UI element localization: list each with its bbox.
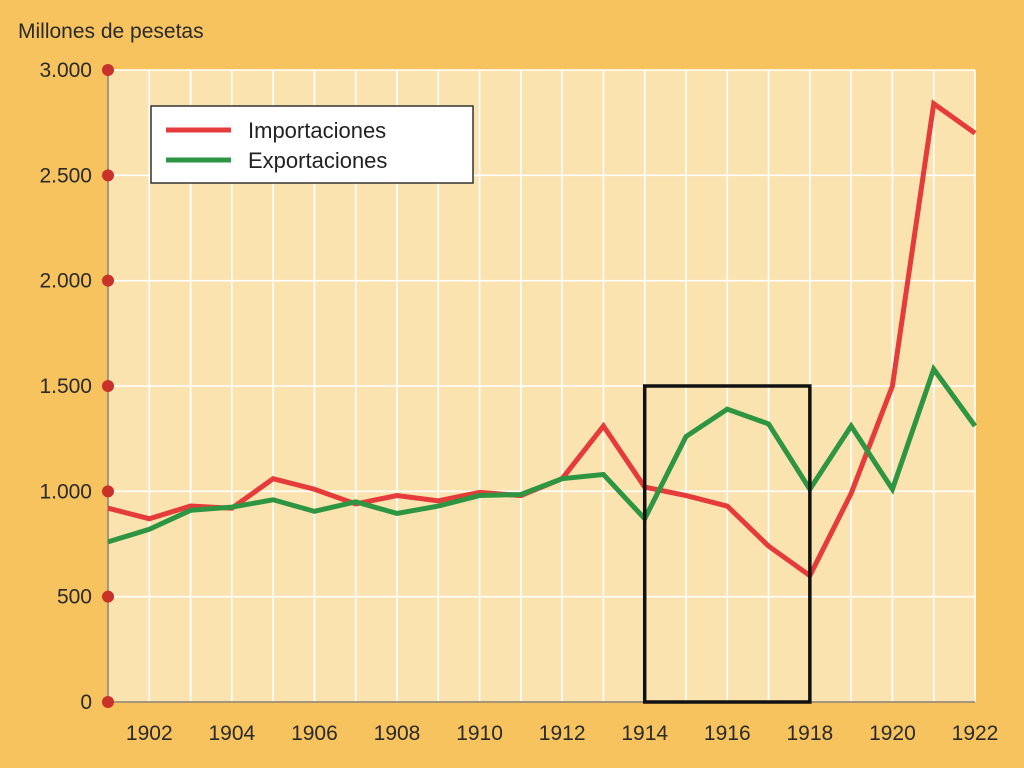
x-tick-label: 1904 bbox=[208, 722, 255, 745]
y-tick-marker bbox=[102, 274, 114, 287]
y-axis: 0 500 1.000 1.500 2.000 2.500 3.000 bbox=[39, 59, 114, 714]
series-line-exportaciones bbox=[107, 363, 978, 545]
x-axis: 1902 1904 1906 1908 1910 1912 1914 1916 1918 1920… bbox=[126, 722, 998, 745]
y-tick-marker bbox=[102, 590, 114, 603]
y-tick-label: 3.000 bbox=[39, 59, 92, 82]
highlight-box bbox=[642, 384, 812, 704]
x-tick-label: 1918 bbox=[786, 722, 833, 745]
legend-label-importaciones: Importaciones bbox=[248, 118, 386, 143]
x-tick-label: 1902 bbox=[126, 722, 173, 745]
annotation-layer bbox=[642, 384, 812, 704]
y-tick-label: 1.500 bbox=[39, 375, 92, 398]
y-tick-label: 2.000 bbox=[39, 270, 92, 293]
x-tick-label: 1910 bbox=[456, 722, 503, 745]
y-axis-title: Millones de pesetas bbox=[18, 20, 204, 43]
x-tick-label: 1916 bbox=[704, 722, 751, 745]
legend: Importaciones Exportaciones bbox=[150, 105, 474, 184]
y-tick-marker bbox=[102, 169, 114, 182]
y-tick-marker bbox=[102, 696, 114, 708]
y-tick-label: 1.000 bbox=[39, 480, 92, 503]
y-tick-label: 0 bbox=[80, 691, 92, 714]
x-tick-label: 1908 bbox=[374, 722, 421, 745]
y-tick-label: 2.500 bbox=[39, 164, 92, 187]
legend-label-exportaciones: Exportaciones bbox=[248, 148, 387, 173]
y-tick-marker bbox=[102, 380, 114, 392]
x-tick-label: 1920 bbox=[869, 722, 916, 745]
y-tick-marker bbox=[102, 485, 114, 498]
series-layer bbox=[107, 99, 978, 580]
x-tick-label: 1922 bbox=[952, 722, 999, 745]
x-tick-label: 1914 bbox=[621, 722, 668, 745]
legend-box bbox=[150, 105, 474, 184]
x-tick-label: 1912 bbox=[539, 722, 586, 745]
x-tick-label: 1906 bbox=[291, 722, 338, 745]
y-tick-label: 500 bbox=[57, 586, 92, 609]
y-tick-marker bbox=[102, 64, 114, 76]
